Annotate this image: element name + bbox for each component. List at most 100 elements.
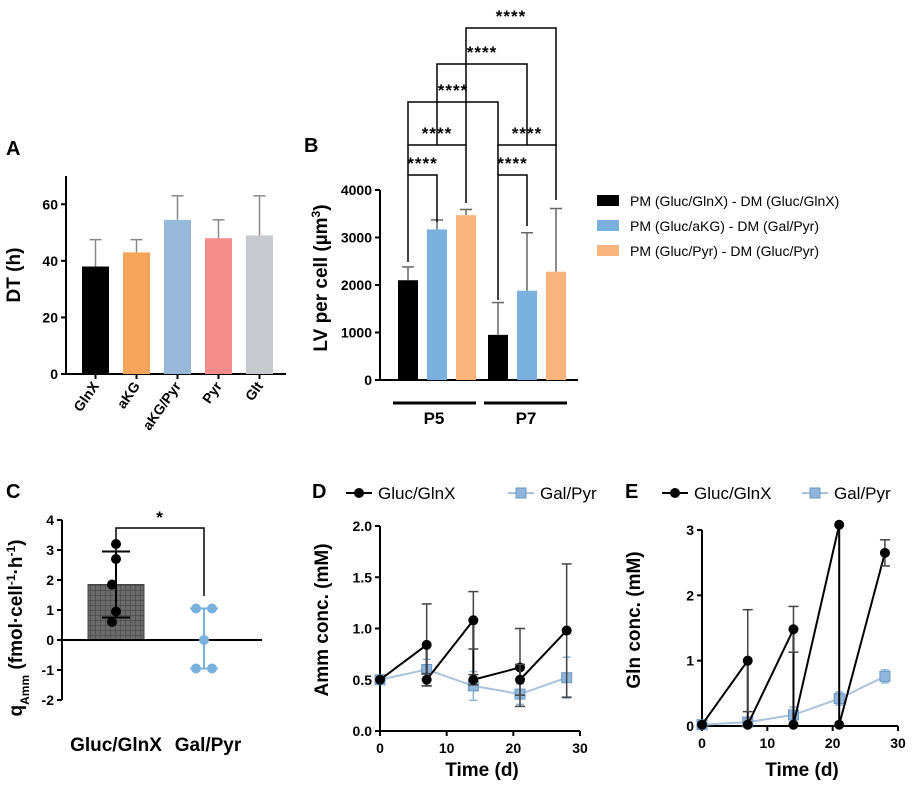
panel-e-point-gluc bbox=[879, 547, 890, 558]
panel-e-x-tick-label: 10 bbox=[760, 735, 776, 751]
panel-d-legend: Gluc/GlnX Gal/Pyr bbox=[346, 484, 597, 503]
panel-d: D Amm conc. (mM) Time (d) 0.0 0.5 1.0 1.5 2.… bbox=[312, 481, 597, 781]
panel-b-bar bbox=[546, 271, 566, 380]
panel-b-legend: PM (Gluc/GlnX) - DM (Gluc/GlnX) PM (Gluc/… bbox=[597, 193, 839, 259]
legend-gluc-label: Gluc/GlnX bbox=[378, 484, 455, 503]
panel-a-bar bbox=[164, 219, 191, 374]
panel-c-y-tick-label: 2 bbox=[46, 572, 54, 588]
panel-c-label: C bbox=[6, 481, 20, 503]
panel-d-point-gluc bbox=[515, 674, 525, 685]
panel-a-label: A bbox=[6, 138, 20, 160]
panel-c-y-tick-label: 0 bbox=[46, 632, 54, 648]
legend-gal-label: Gal/Pyr bbox=[834, 484, 891, 503]
panel-e-x-tick-label: 0 bbox=[698, 735, 706, 751]
panel-e-y-tick-label: 3 bbox=[686, 522, 694, 538]
panel-d-point-gluc bbox=[561, 625, 572, 636]
panel-a-bar bbox=[205, 238, 232, 374]
panel-c-point bbox=[191, 663, 201, 674]
panel-d-plot: 0.0 0.5 1.0 1.5 2.0 0 10 20 30 bbox=[353, 518, 588, 756]
panel-b-significance-label: **** bbox=[438, 81, 468, 100]
panel-b-bar bbox=[398, 280, 418, 380]
panel-e-point-gluc bbox=[834, 719, 845, 730]
panel-d-point-gluc bbox=[375, 674, 385, 685]
panel-d-label: D bbox=[312, 481, 326, 503]
panel-b-legend-label: PM (Gluc/GlnX) - DM (Gluc/GlnX) bbox=[630, 193, 839, 209]
panel-e-point-gluc bbox=[788, 624, 799, 635]
panel-d-point-gluc bbox=[468, 615, 479, 626]
panel-d-point-gluc bbox=[421, 674, 432, 685]
panel-e-point-gluc bbox=[788, 719, 799, 730]
panel-e-x-axis-label: Time (d) bbox=[765, 760, 839, 781]
panel-c-y-tick-label: -2 bbox=[42, 692, 55, 708]
panel-b-significance-bracket bbox=[497, 174, 528, 300]
panel-b-legend-swatch bbox=[597, 220, 619, 231]
panel-b-legend-label: PM (Gluc/Pyr) - DM (Gluc/Pyr) bbox=[630, 243, 819, 259]
panel-d-x-tick-label: 20 bbox=[506, 740, 522, 756]
panel-c-point bbox=[107, 617, 117, 627]
panel-e-point-gluc bbox=[742, 719, 753, 730]
panel-c-y-tick-label: 3 bbox=[46, 542, 54, 558]
panel-c-plot: -2 -1 0 1 2 3 4 * Gluc/GlnX Gal/Pyr bbox=[42, 508, 262, 756]
panel-a-x-tick-label: Pyr bbox=[199, 378, 225, 406]
panel-c-point bbox=[111, 606, 121, 617]
panel-c-point bbox=[107, 579, 117, 590]
panel-c-point bbox=[199, 635, 209, 645]
panel-c: C qAmm (fmol·cell-1·h-1) -2 -1 0 1 2 3 4 * Gluc/… bbox=[4, 481, 262, 756]
panel-b-significance-label: **** bbox=[497, 154, 527, 173]
panel-c-point bbox=[207, 603, 217, 614]
panel-c-y-tick-label: 1 bbox=[46, 602, 54, 618]
panel-d-y-tick-label: 1.0 bbox=[353, 621, 373, 637]
panel-b-significance-bracket bbox=[407, 101, 499, 145]
panel-b-bar bbox=[456, 215, 476, 380]
panel-b-group-label: P7 bbox=[516, 409, 537, 428]
panel-b-significance-bracket bbox=[407, 174, 438, 262]
panel-b-y-tick-label: 1000 bbox=[341, 325, 372, 341]
panel-b-y-tick-label: 2000 bbox=[341, 277, 372, 293]
panel-e-point-gal bbox=[879, 670, 891, 682]
panel-d-x-tick-label: 10 bbox=[439, 740, 455, 756]
panel-a-y-tick-label: 0 bbox=[50, 366, 58, 382]
panel-b-significance-bracket bbox=[436, 63, 528, 145]
panel-b-legend-swatch bbox=[597, 195, 619, 206]
panel-d-x-axis-label: Time (d) bbox=[445, 760, 519, 781]
panel-c-significance-label: * bbox=[156, 508, 164, 527]
panel-c-point bbox=[111, 554, 121, 564]
panel-b-bar bbox=[517, 290, 537, 380]
panel-c-point bbox=[191, 603, 201, 614]
panel-b-y-tick-label: 4000 bbox=[341, 182, 372, 198]
panel-d-x-tick-label: 30 bbox=[572, 740, 588, 756]
panel-e-legend: Gluc/GlnX Gal/Pyr bbox=[662, 484, 891, 503]
legend-gluc-marker bbox=[354, 488, 364, 498]
panel-d-y-tick-label: 0.5 bbox=[353, 672, 373, 688]
panel-d-y-axis-label: Amm conc. (mM) bbox=[312, 543, 333, 696]
panel-a-bar bbox=[123, 252, 150, 374]
panel-d-x-tick-label: 0 bbox=[376, 740, 384, 756]
panel-d-y-tick-label: 1.5 bbox=[353, 569, 373, 585]
panel-b-label: B bbox=[304, 135, 318, 157]
panel-a-bar bbox=[82, 266, 109, 374]
panel-b-bar bbox=[427, 229, 447, 380]
panel-b-legend-label: PM (Gluc/aKG) - DM (Gal/Pyr) bbox=[630, 218, 819, 234]
panel-d-point-gluc bbox=[421, 639, 432, 650]
panel-c-y-tick-label: 4 bbox=[46, 512, 54, 528]
panel-a-x-tick-label: GlnX bbox=[70, 378, 102, 414]
panel-a-bar bbox=[246, 235, 273, 374]
panel-a-x-tick-label: aKG bbox=[113, 378, 143, 411]
panel-b-significance-label: **** bbox=[407, 154, 437, 173]
panel-a-y-tick-label: 20 bbox=[42, 309, 58, 325]
legend-gluc-label: Gluc/GlnX bbox=[694, 484, 771, 503]
legend-gluc-marker bbox=[670, 488, 680, 498]
panel-b-bar bbox=[488, 334, 508, 380]
panel-e-y-tick-label: 1 bbox=[686, 653, 694, 669]
panel-e-x-tick-label: 30 bbox=[890, 735, 906, 751]
panel-e-label: E bbox=[625, 481, 638, 503]
panel-a-y-axis-label: DT (h) bbox=[4, 248, 25, 303]
panel-a-x-tick-label: Glt bbox=[242, 378, 266, 403]
panel-d-y-tick-label: 2.0 bbox=[353, 518, 373, 534]
legend-gal-marker bbox=[515, 487, 527, 499]
panel-c-significance-bracket bbox=[115, 527, 205, 596]
